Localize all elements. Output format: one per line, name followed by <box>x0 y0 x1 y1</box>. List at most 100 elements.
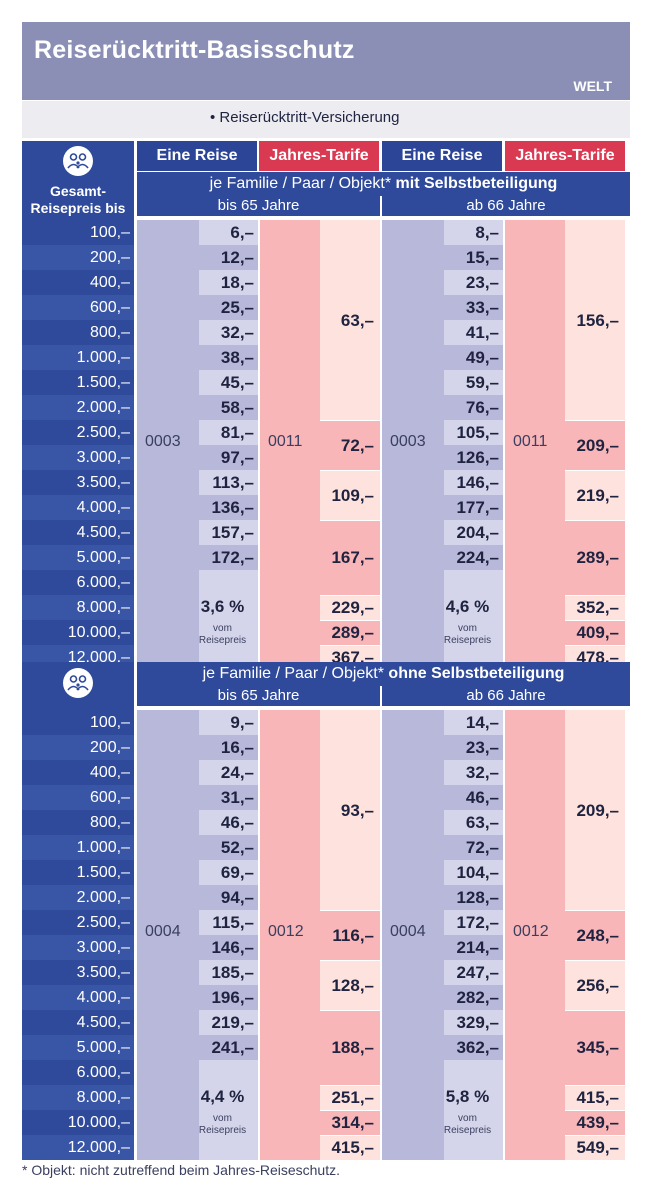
annual-block-divider <box>320 645 380 646</box>
header-star: * <box>377 665 384 682</box>
single-trip-price: 46,– <box>220 813 254 832</box>
single-row-highlight <box>199 270 258 295</box>
percent-box <box>199 570 258 670</box>
annual-block-divider <box>565 645 625 646</box>
reisepreis-cell: 12.000,– <box>67 1139 130 1156</box>
price-row-bg <box>22 470 134 495</box>
single-trip-price: 177,– <box>456 498 499 517</box>
single-trip-price: 46,– <box>465 788 499 807</box>
annual-block-divider <box>565 1085 625 1086</box>
reisepreis-cell: 200,– <box>89 249 130 266</box>
annual-block-bg <box>565 620 625 645</box>
header-bold: ohne Selbstbeteiligung <box>383 665 565 682</box>
single-trip-price: 94,– <box>220 888 254 907</box>
annual-price: 209,– <box>576 435 619 455</box>
single-trip-price: 104,– <box>456 863 499 882</box>
price-row-bg <box>22 620 134 645</box>
annual-block-bg <box>320 1010 380 1085</box>
annual-price: 251,– <box>331 1088 374 1107</box>
reisepreis-cell: 4.000,– <box>76 989 130 1006</box>
annual-block-divider <box>320 620 380 621</box>
annual-price: 248,– <box>576 925 619 945</box>
annual-price: 314,– <box>331 1113 374 1132</box>
price-row-bg <box>22 1085 134 1110</box>
reisepreis-cell: 100,– <box>89 224 130 241</box>
annual-block-bg <box>320 710 380 910</box>
percent-value: 4,4 % <box>200 1087 245 1106</box>
single-row-highlight <box>444 320 503 345</box>
single-trip-price: 16,– <box>220 738 254 757</box>
reisepreis-cell: 2.500,– <box>76 424 130 441</box>
price-row-bg <box>22 395 134 420</box>
annual-block-divider <box>320 470 380 471</box>
annual-block-divider <box>320 910 380 911</box>
annual-price: 188,– <box>331 1038 374 1057</box>
reisepreis-cell: 2.500,– <box>76 914 130 931</box>
annual-block-bg <box>320 220 380 420</box>
single-trip-price: 41,– <box>465 323 499 342</box>
reisepreis-cell: 100,– <box>89 714 130 731</box>
price-row-bg <box>22 1060 134 1085</box>
price-row-bg <box>22 885 134 910</box>
annual-block-divider <box>565 620 625 621</box>
tab-jahres-tarife-left: Jahres-Tarife <box>259 141 379 171</box>
single-trip-price: 38,– <box>220 348 254 367</box>
reisepreis-cell: 6.000,– <box>76 574 130 591</box>
single-trip-price: 172,– <box>211 548 254 567</box>
region-label: WELT <box>573 78 612 94</box>
single-trip-price: 113,– <box>212 473 254 492</box>
single-trip-price: 49,– <box>465 348 499 367</box>
single-row-highlight <box>199 710 258 735</box>
price-row-bg <box>22 835 134 860</box>
single-trip-price: 31,– <box>220 788 254 807</box>
reisepreis-cell: 10.000,– <box>67 1114 130 1131</box>
annual-block-divider <box>565 1010 625 1011</box>
section-header-band <box>137 172 630 216</box>
single-trip-price: 241,– <box>211 1038 254 1057</box>
annual-block-bg <box>320 1110 380 1135</box>
reisepreis-cell: 3.000,– <box>76 449 130 466</box>
reisepreis-cell: 5.000,– <box>76 549 130 566</box>
reisepreis-cell: 4.500,– <box>76 524 130 541</box>
age-label-left: bis 65 Jahre <box>217 197 300 214</box>
price-row-bg <box>22 545 134 570</box>
single-trip-price: 329,– <box>456 1013 499 1032</box>
single-trip-price: 146,– <box>456 473 499 492</box>
price-row-bg <box>22 785 134 810</box>
price-row-bg <box>22 420 134 445</box>
reisepreis-cell: 6.000,– <box>76 1064 130 1081</box>
annual-block-divider <box>565 1110 625 1111</box>
percent-vom: vom <box>213 1113 232 1124</box>
single-trip-price: 45,– <box>220 373 254 392</box>
annual-price: 219,– <box>576 485 619 505</box>
annual-price: 63,– <box>340 310 374 330</box>
single-trip-price: 72,– <box>465 838 499 857</box>
single-trip-price: 6,– <box>230 223 254 242</box>
single-trip-price: 15,– <box>465 248 499 267</box>
product-row <box>22 101 630 138</box>
column-separator <box>258 710 260 1160</box>
reisepreis-cell: 1.500,– <box>76 374 130 391</box>
single-trip-price: 32,– <box>220 323 254 342</box>
single-trip-price: 204,– <box>456 523 499 542</box>
reisepreis-cell: 3.500,– <box>76 474 130 491</box>
single-trip-price: 12,– <box>220 248 254 267</box>
annual-block-divider <box>565 910 625 911</box>
single-row-highlight <box>444 420 503 445</box>
single-trip-price: 9,– <box>230 713 254 732</box>
single-row-highlight <box>444 910 503 935</box>
single-trip-price: 25,– <box>220 298 254 317</box>
annual-block-bg <box>320 420 380 470</box>
annual-price: 439,– <box>576 1113 619 1132</box>
annual-block-bg <box>565 220 625 420</box>
annual-block-bg <box>565 1135 625 1160</box>
annual-block-divider <box>320 1010 380 1011</box>
single-trip-price: 8,– <box>475 223 499 242</box>
single-trip-price: 23,– <box>465 273 499 292</box>
footnote: * Objekt: nicht zutreffend beim Jahres-R… <box>22 1162 341 1178</box>
single-trip-price: 219,– <box>211 1013 254 1032</box>
single-row-highlight <box>199 320 258 345</box>
single-trip-price: 136,– <box>211 498 254 517</box>
single-trip-price: 185,– <box>211 963 254 982</box>
single-row-highlight <box>199 960 258 985</box>
